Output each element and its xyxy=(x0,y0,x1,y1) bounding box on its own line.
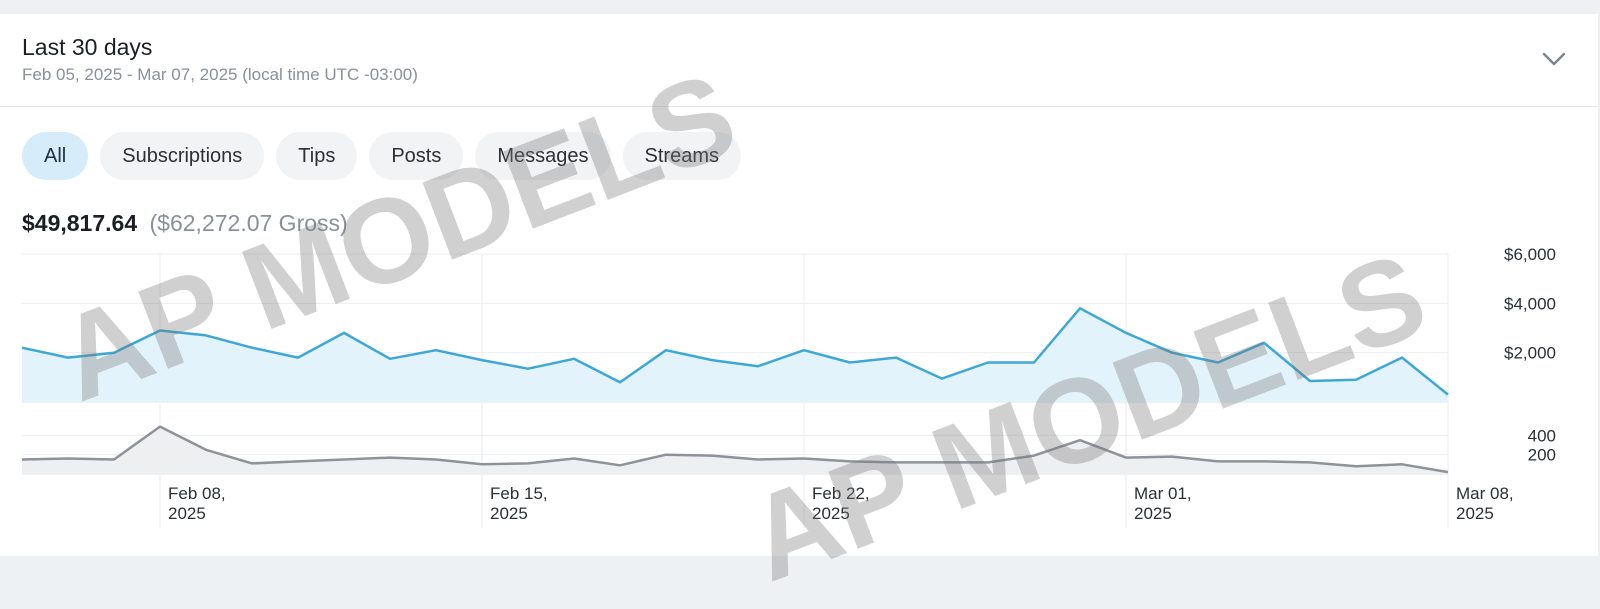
y-tick-label: $6,000 xyxy=(1504,245,1556,264)
chevron-down-icon[interactable] xyxy=(1540,48,1568,70)
tab-streams[interactable]: Streams xyxy=(622,132,741,180)
earnings-totals: $49,817.64 ($62,272.07 Gross) xyxy=(22,210,348,237)
tab-posts[interactable]: Posts xyxy=(369,132,464,180)
y-tick-label: 200 xyxy=(1528,446,1556,465)
y-tick-label: $2,000 xyxy=(1504,344,1556,363)
x-tick-label: 2025 xyxy=(490,504,528,523)
y-tick-label: 400 xyxy=(1528,426,1556,445)
period-range: Feb 05, 2025 - Mar 07, 2025 (local time … xyxy=(22,65,418,84)
x-tick-label: Feb 15, xyxy=(490,484,548,503)
gross-total: ($62,272.07 Gross) xyxy=(149,210,348,236)
tab-subscriptions[interactable]: Subscriptions xyxy=(100,132,265,180)
count-area xyxy=(22,426,1448,474)
x-tick-label: 2025 xyxy=(1134,504,1172,523)
period-selector[interactable]: Last 30 days Feb 05, 2025 - Mar 07, 2025… xyxy=(0,14,1598,107)
period-title: Last 30 days xyxy=(22,34,153,60)
x-tick-label: 2025 xyxy=(812,504,850,523)
y-tick-label: $4,000 xyxy=(1504,294,1556,313)
x-tick-label: 2025 xyxy=(168,504,206,523)
count-line xyxy=(21,425,1449,474)
x-tick-label: Mar 01, xyxy=(1134,484,1192,503)
net-total: $49,817.64 xyxy=(22,210,138,236)
tab-tips[interactable]: Tips xyxy=(276,132,358,180)
earnings-area xyxy=(22,308,1448,402)
x-tick-label: Feb 22, xyxy=(812,484,870,503)
x-tick-label: Mar 08, xyxy=(1456,484,1514,503)
tab-messages[interactable]: Messages xyxy=(475,132,611,180)
tab-all[interactable]: All xyxy=(22,132,89,180)
earnings-line xyxy=(21,307,1449,396)
category-tabs: All Subscriptions Tips Posts Messages St… xyxy=(22,132,741,180)
x-tick-label: Feb 08, xyxy=(168,484,226,503)
x-tick-label: 2025 xyxy=(1456,504,1494,523)
